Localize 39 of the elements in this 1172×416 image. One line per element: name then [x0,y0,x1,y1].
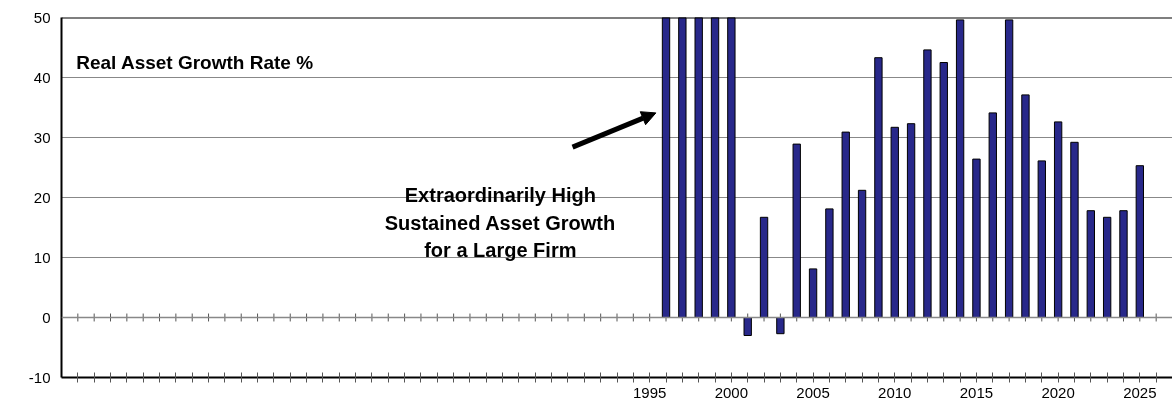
bar [825,208,834,318]
x-tick-label: 1995 [632,383,667,401]
bar [776,317,785,335]
y-tick-label: 0 [42,308,51,326]
bar [841,131,850,318]
bar [972,158,981,318]
bar [1086,210,1095,318]
annotation: Extraordinarily High Sustained Asset Growth for a Large Firm [384,184,616,262]
bar [939,62,948,318]
bar [906,123,916,318]
y-tick-label: -10 [28,368,51,386]
text: Real Asset Growth Rate % [76,52,314,73]
bar [1053,121,1063,318]
x-tick-label: 2005 [796,383,830,401]
bar [1070,141,1079,318]
x-tick-label: 2000 [714,383,749,401]
y-tick-label: 30 [33,128,51,146]
x-tick-label: 2020 [1041,383,1075,401]
x-tick-label: 2010 [878,383,912,401]
bar [923,49,932,318]
y-tick-label: 40 [33,68,51,86]
bar [874,57,883,318]
x-tick-label: 2015 [959,383,994,401]
y-tick-label: 20 [33,188,51,206]
bar [743,317,752,336]
bar [1135,165,1144,318]
bar [1021,94,1030,318]
y-tick-label: 10 [33,248,51,266]
bar [1102,216,1112,318]
y-tick-label: 50 [33,8,51,26]
bar [988,112,997,318]
bar [890,126,899,318]
bar [1037,160,1046,318]
x-tick-label: 2025 [1123,383,1157,401]
bar [792,143,801,318]
bar [808,268,818,318]
bar [857,189,867,318]
bar [1119,210,1128,318]
bar [759,216,769,318]
